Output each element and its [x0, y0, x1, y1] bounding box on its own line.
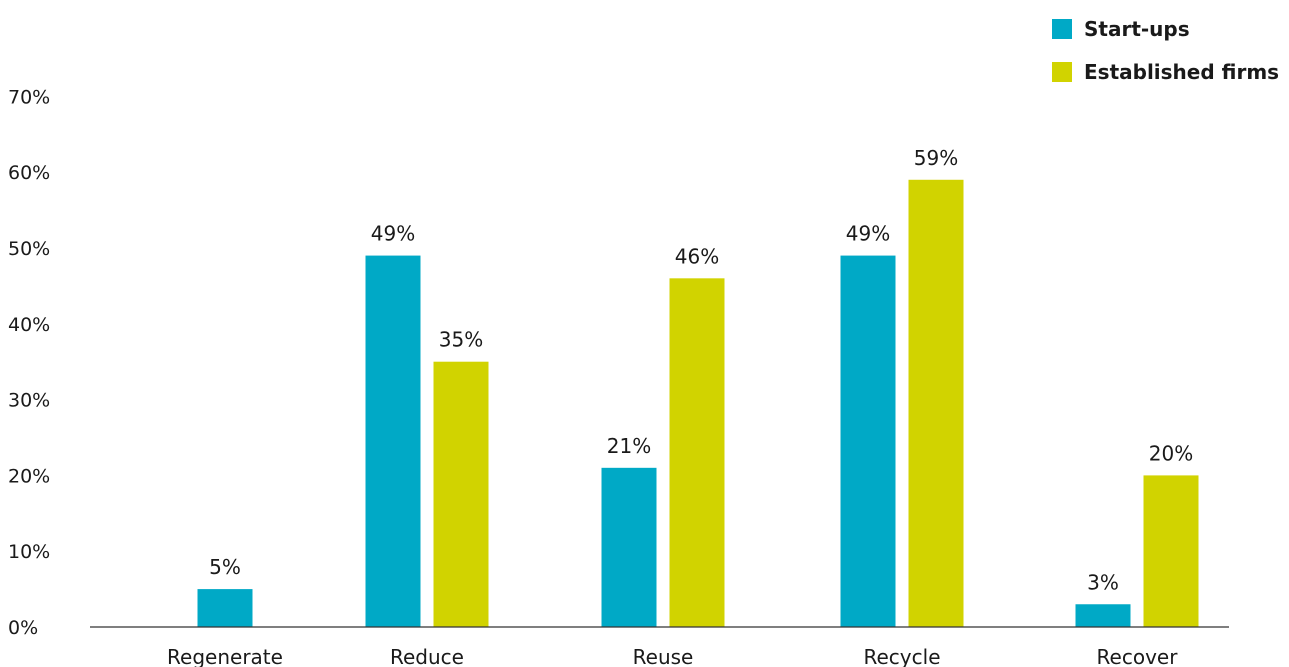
bar-startups-regenerate [197, 589, 253, 627]
bar-established-recycle [908, 179, 964, 627]
bar-startups-reduce [365, 255, 421, 627]
data-label: 59% [914, 146, 958, 170]
x-tick-label-recycle: Recycle [864, 645, 941, 667]
data-label: 46% [675, 244, 719, 268]
y-tick-label: 20% [8, 465, 50, 487]
y-axis: 0% 10% 20% 30% 40% 50% 60% 70% [8, 86, 50, 639]
y-tick-label: 30% [8, 390, 50, 412]
value-labels: 5% 49% 21% 49% 3% 35% 46% 59% 20% [209, 146, 1193, 594]
x-tick-label-regenerate: Regenerate [167, 645, 283, 667]
y-tick-label: 70% [8, 86, 50, 108]
y-tick-label: 50% [8, 238, 50, 260]
y-tick-label: 60% [8, 162, 50, 184]
y-tick-label: 40% [8, 314, 50, 336]
data-label: 3% [1087, 570, 1119, 594]
bar-startups-reuse [601, 467, 657, 627]
data-label: 21% [607, 434, 651, 458]
data-label: 20% [1149, 441, 1193, 465]
legend: Start-ups Established firms [1052, 17, 1279, 84]
x-tick-label-reduce: Reduce [390, 645, 464, 667]
bar-startups-recover [1075, 604, 1131, 627]
legend-label-startups: Start-ups [1084, 17, 1190, 41]
x-axis: Regenerate Reduce Reuse Recycle Recover [167, 645, 1178, 667]
data-label: 35% [439, 328, 483, 352]
legend-swatch-startups [1052, 19, 1072, 39]
x-tick-label-reuse: Reuse [633, 645, 694, 667]
y-tick-label: 10% [8, 541, 50, 563]
legend-label-established: Established firms [1084, 60, 1279, 84]
bars [197, 179, 1199, 627]
data-label: 49% [846, 222, 890, 246]
legend-swatch-established [1052, 62, 1072, 82]
bar-established-reuse [669, 278, 725, 627]
bar-established-reduce [433, 361, 489, 627]
data-label: 49% [371, 222, 415, 246]
x-tick-label-recover: Recover [1097, 645, 1179, 667]
y-tick-label: 0% [8, 617, 38, 639]
data-label: 5% [209, 555, 241, 579]
bar-startups-recycle [840, 255, 896, 627]
bar-established-recover [1143, 475, 1199, 627]
